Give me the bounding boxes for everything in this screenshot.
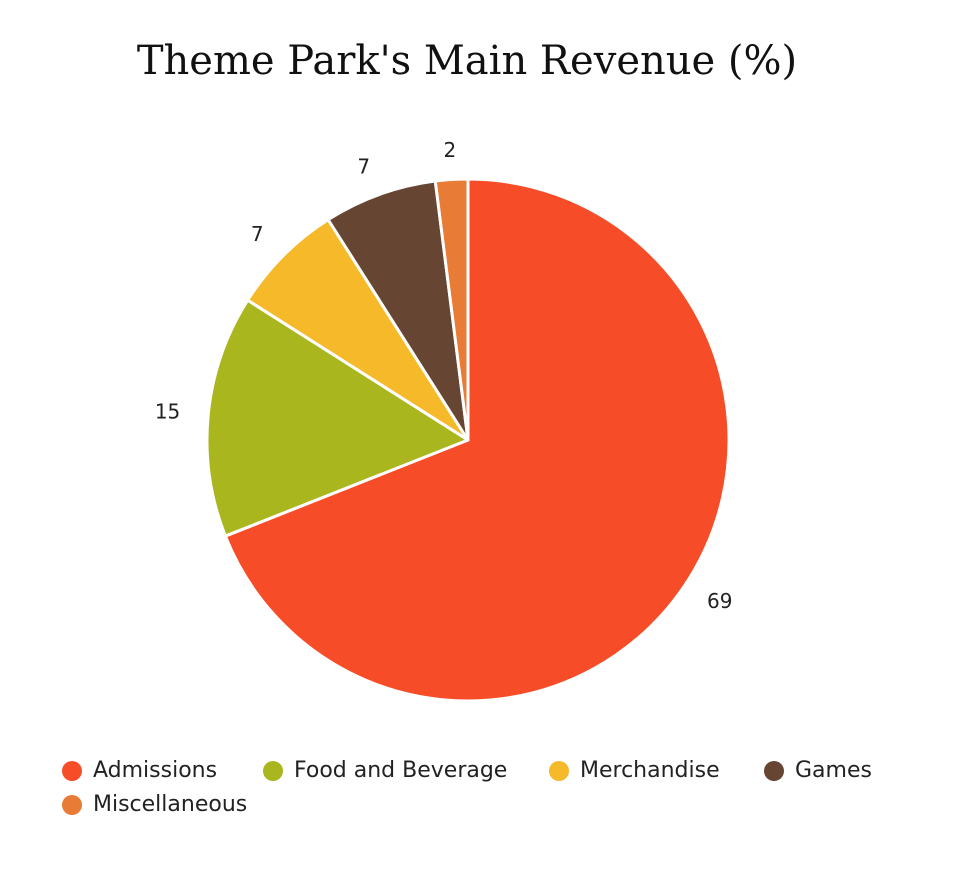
- pie-slice-food-and-beverage[interactable]: [205, 298, 470, 538]
- legend-item-food-and-beverage[interactable]: Food and Beverage: [263, 758, 507, 783]
- slice-labels: 69 15 7 7 2: [155, 138, 733, 613]
- legend-item-games[interactable]: Games: [764, 758, 872, 783]
- legend-item-merchandise[interactable]: Merchandise: [549, 758, 720, 783]
- legend-swatch-icon: [764, 760, 784, 781]
- slice-value-label-admissions: 69: [707, 589, 732, 613]
- slice-value-label-miscellaneous: 2: [443, 138, 456, 162]
- legend-label: Miscellaneous: [93, 792, 248, 817]
- slice-value-label-food-and-beverage: 15: [155, 399, 180, 423]
- slice-value-label-games: 7: [357, 155, 370, 179]
- legend-swatch-icon: [62, 794, 82, 815]
- pie-slice-merchandise[interactable]: [246, 218, 470, 442]
- chart-title: Theme Park's Main Revenue (%): [136, 38, 798, 84]
- pie-slice-admissions[interactable]: [223, 177, 731, 703]
- slice-value-label-merchandise: 7: [251, 222, 264, 246]
- legend-label: Merchandise: [580, 758, 720, 783]
- legend-swatch-icon: [263, 760, 283, 781]
- legend-swatch-icon: [62, 760, 82, 781]
- legend-label: Games: [795, 758, 872, 783]
- legend-item-miscellaneous[interactable]: Miscellaneous: [62, 792, 247, 817]
- legend-item-admissions[interactable]: Admissions: [62, 758, 217, 783]
- legend-label: Food and Beverage: [294, 758, 508, 783]
- pie-slices: [205, 177, 731, 703]
- legend-swatch-icon: [549, 760, 569, 781]
- legend-label: Admissions: [93, 758, 218, 783]
- pie-slice-miscellaneous[interactable]: [433, 177, 470, 442]
- pie-slice-games[interactable]: [326, 179, 470, 442]
